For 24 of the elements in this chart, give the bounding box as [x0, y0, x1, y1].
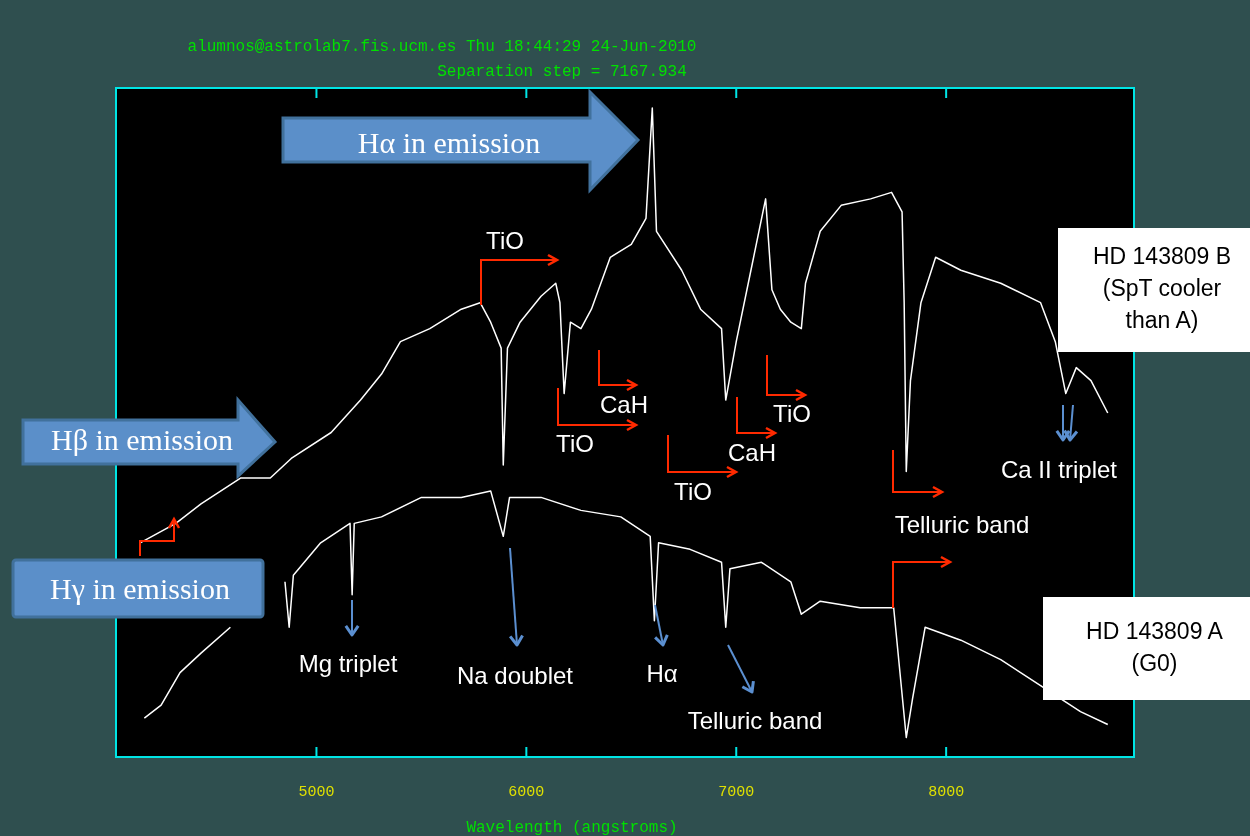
series-label: HD 143809 B (SpT cooler than A): [1092, 243, 1232, 334]
chart-subtitle: Separation step = 7167.934: [437, 63, 687, 81]
annotation: TiO: [674, 478, 712, 506]
annotation: Ca II triplet: [1000, 456, 1118, 484]
x-tick-label: 6000: [508, 784, 545, 801]
annotation: Hα in emission: [357, 125, 541, 159]
annotation: Hβ in emission: [51, 422, 233, 456]
annotation: Telluric band: [687, 707, 823, 735]
x-tick-label: 8000: [928, 784, 965, 801]
annotation: Hα: [646, 660, 678, 688]
series-label: HD 143809 A (G0): [1086, 617, 1224, 676]
x-tick-label: 7000: [718, 784, 755, 801]
annotation: CaH: [727, 439, 777, 467]
annotation: TiO: [556, 430, 594, 458]
annotation: Na doublet: [456, 662, 574, 690]
annotation: TiO: [486, 227, 524, 255]
chart-title: alumnos@astrolab7.fis.ucm.es Thu 18:44:29 24-Jun-2010: [187, 38, 697, 56]
annotation: Mg triplet: [298, 650, 398, 678]
x-axis-title: Wavelength (angstroms): [466, 819, 678, 836]
annotation: Hγ in emission: [50, 571, 230, 605]
x-tick-label: 5000: [298, 784, 335, 801]
annotation: Telluric band: [894, 511, 1030, 539]
annotation: CaH: [599, 391, 649, 419]
annotation: TiO: [773, 400, 811, 428]
